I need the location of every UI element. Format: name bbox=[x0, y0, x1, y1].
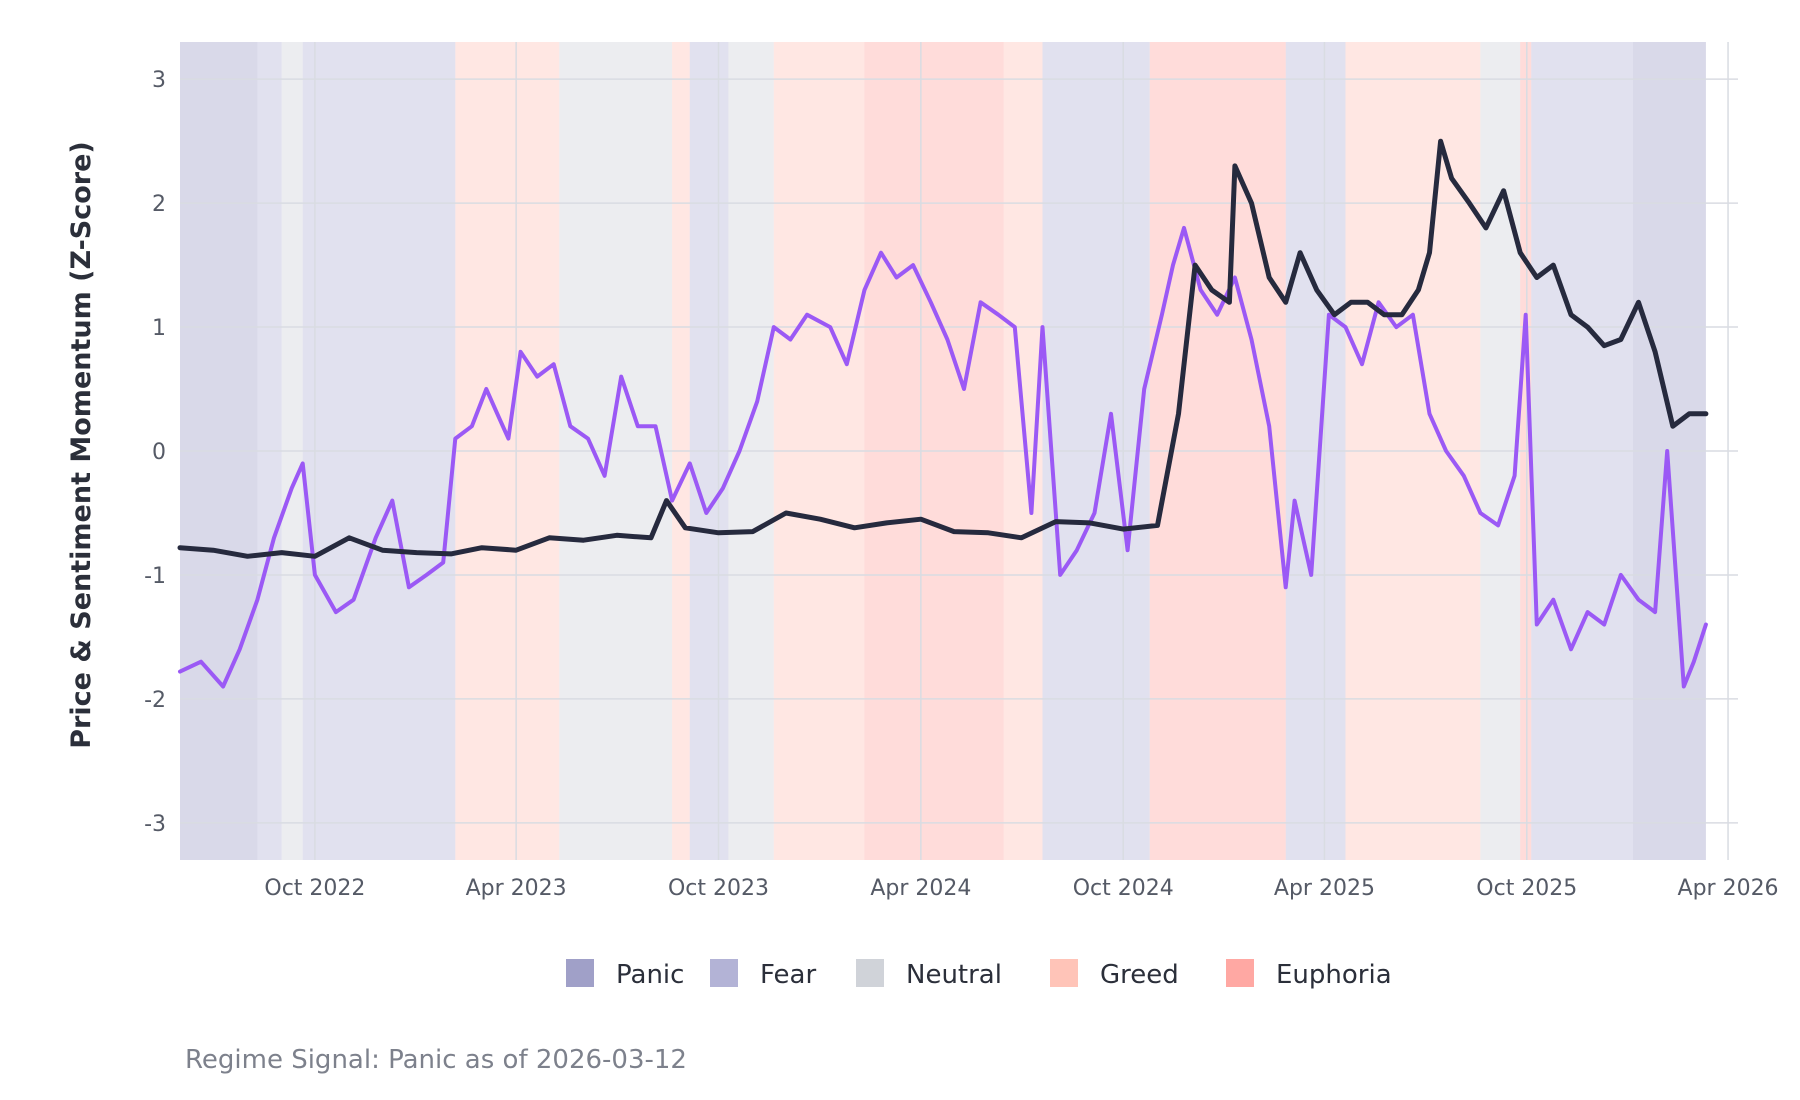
x-tick-label: Oct 2025 bbox=[1476, 876, 1577, 901]
legend-swatch-euphoria bbox=[1226, 959, 1254, 987]
y-tick-label: 2 bbox=[152, 192, 166, 217]
legend-label-euphoria: Euphoria bbox=[1276, 960, 1392, 990]
y-tick-label: 1 bbox=[152, 316, 166, 341]
x-axis-ticks: Oct 2022 Apr 2023 Oct 2023 Apr 2024 Oct 2024… bbox=[264, 876, 1778, 901]
y-tick-label: -2 bbox=[144, 688, 166, 713]
legend-label-fear: Fear bbox=[760, 960, 816, 990]
caption: Regime Signal: Panic as of 2026-03-12 bbox=[185, 1045, 687, 1075]
x-tick-label: Apr 2023 bbox=[466, 876, 567, 901]
x-tick-label: Oct 2023 bbox=[668, 876, 769, 901]
legend-swatch-greed bbox=[1050, 959, 1078, 987]
x-tick-label: Apr 2024 bbox=[870, 876, 971, 901]
legend-label-greed: Greed bbox=[1100, 960, 1179, 990]
series-line bbox=[177, 138, 1709, 559]
x-tick-label: Oct 2022 bbox=[264, 876, 365, 901]
legend-swatch-panic bbox=[566, 959, 594, 987]
legend-swatch-neutral bbox=[856, 959, 884, 987]
legend-label-neutral: Neutral bbox=[906, 960, 1002, 990]
legend-label-panic: Panic bbox=[616, 960, 684, 990]
y-tick-label: 3 bbox=[152, 68, 166, 93]
y-tick-label: -3 bbox=[144, 812, 166, 837]
x-tick-label: Apr 2026 bbox=[1678, 876, 1779, 901]
series-lines bbox=[177, 138, 1709, 689]
series-line bbox=[178, 225, 1708, 689]
legend: Panic Fear Neutral Greed Euphoria bbox=[566, 959, 1392, 990]
y-tick-label: 0 bbox=[152, 440, 166, 465]
y-axis-ticks: -3 -2 -1 0 1 2 3 bbox=[144, 68, 166, 837]
legend-swatch-fear bbox=[710, 959, 738, 987]
y-axis-label: Price & Sentiment Momentum (Z-Score) bbox=[66, 141, 97, 749]
x-tick-label: Oct 2024 bbox=[1073, 876, 1174, 901]
y-tick-label: -1 bbox=[144, 564, 166, 589]
x-tick-label: Apr 2025 bbox=[1274, 876, 1375, 901]
grid-lines bbox=[180, 42, 1738, 860]
